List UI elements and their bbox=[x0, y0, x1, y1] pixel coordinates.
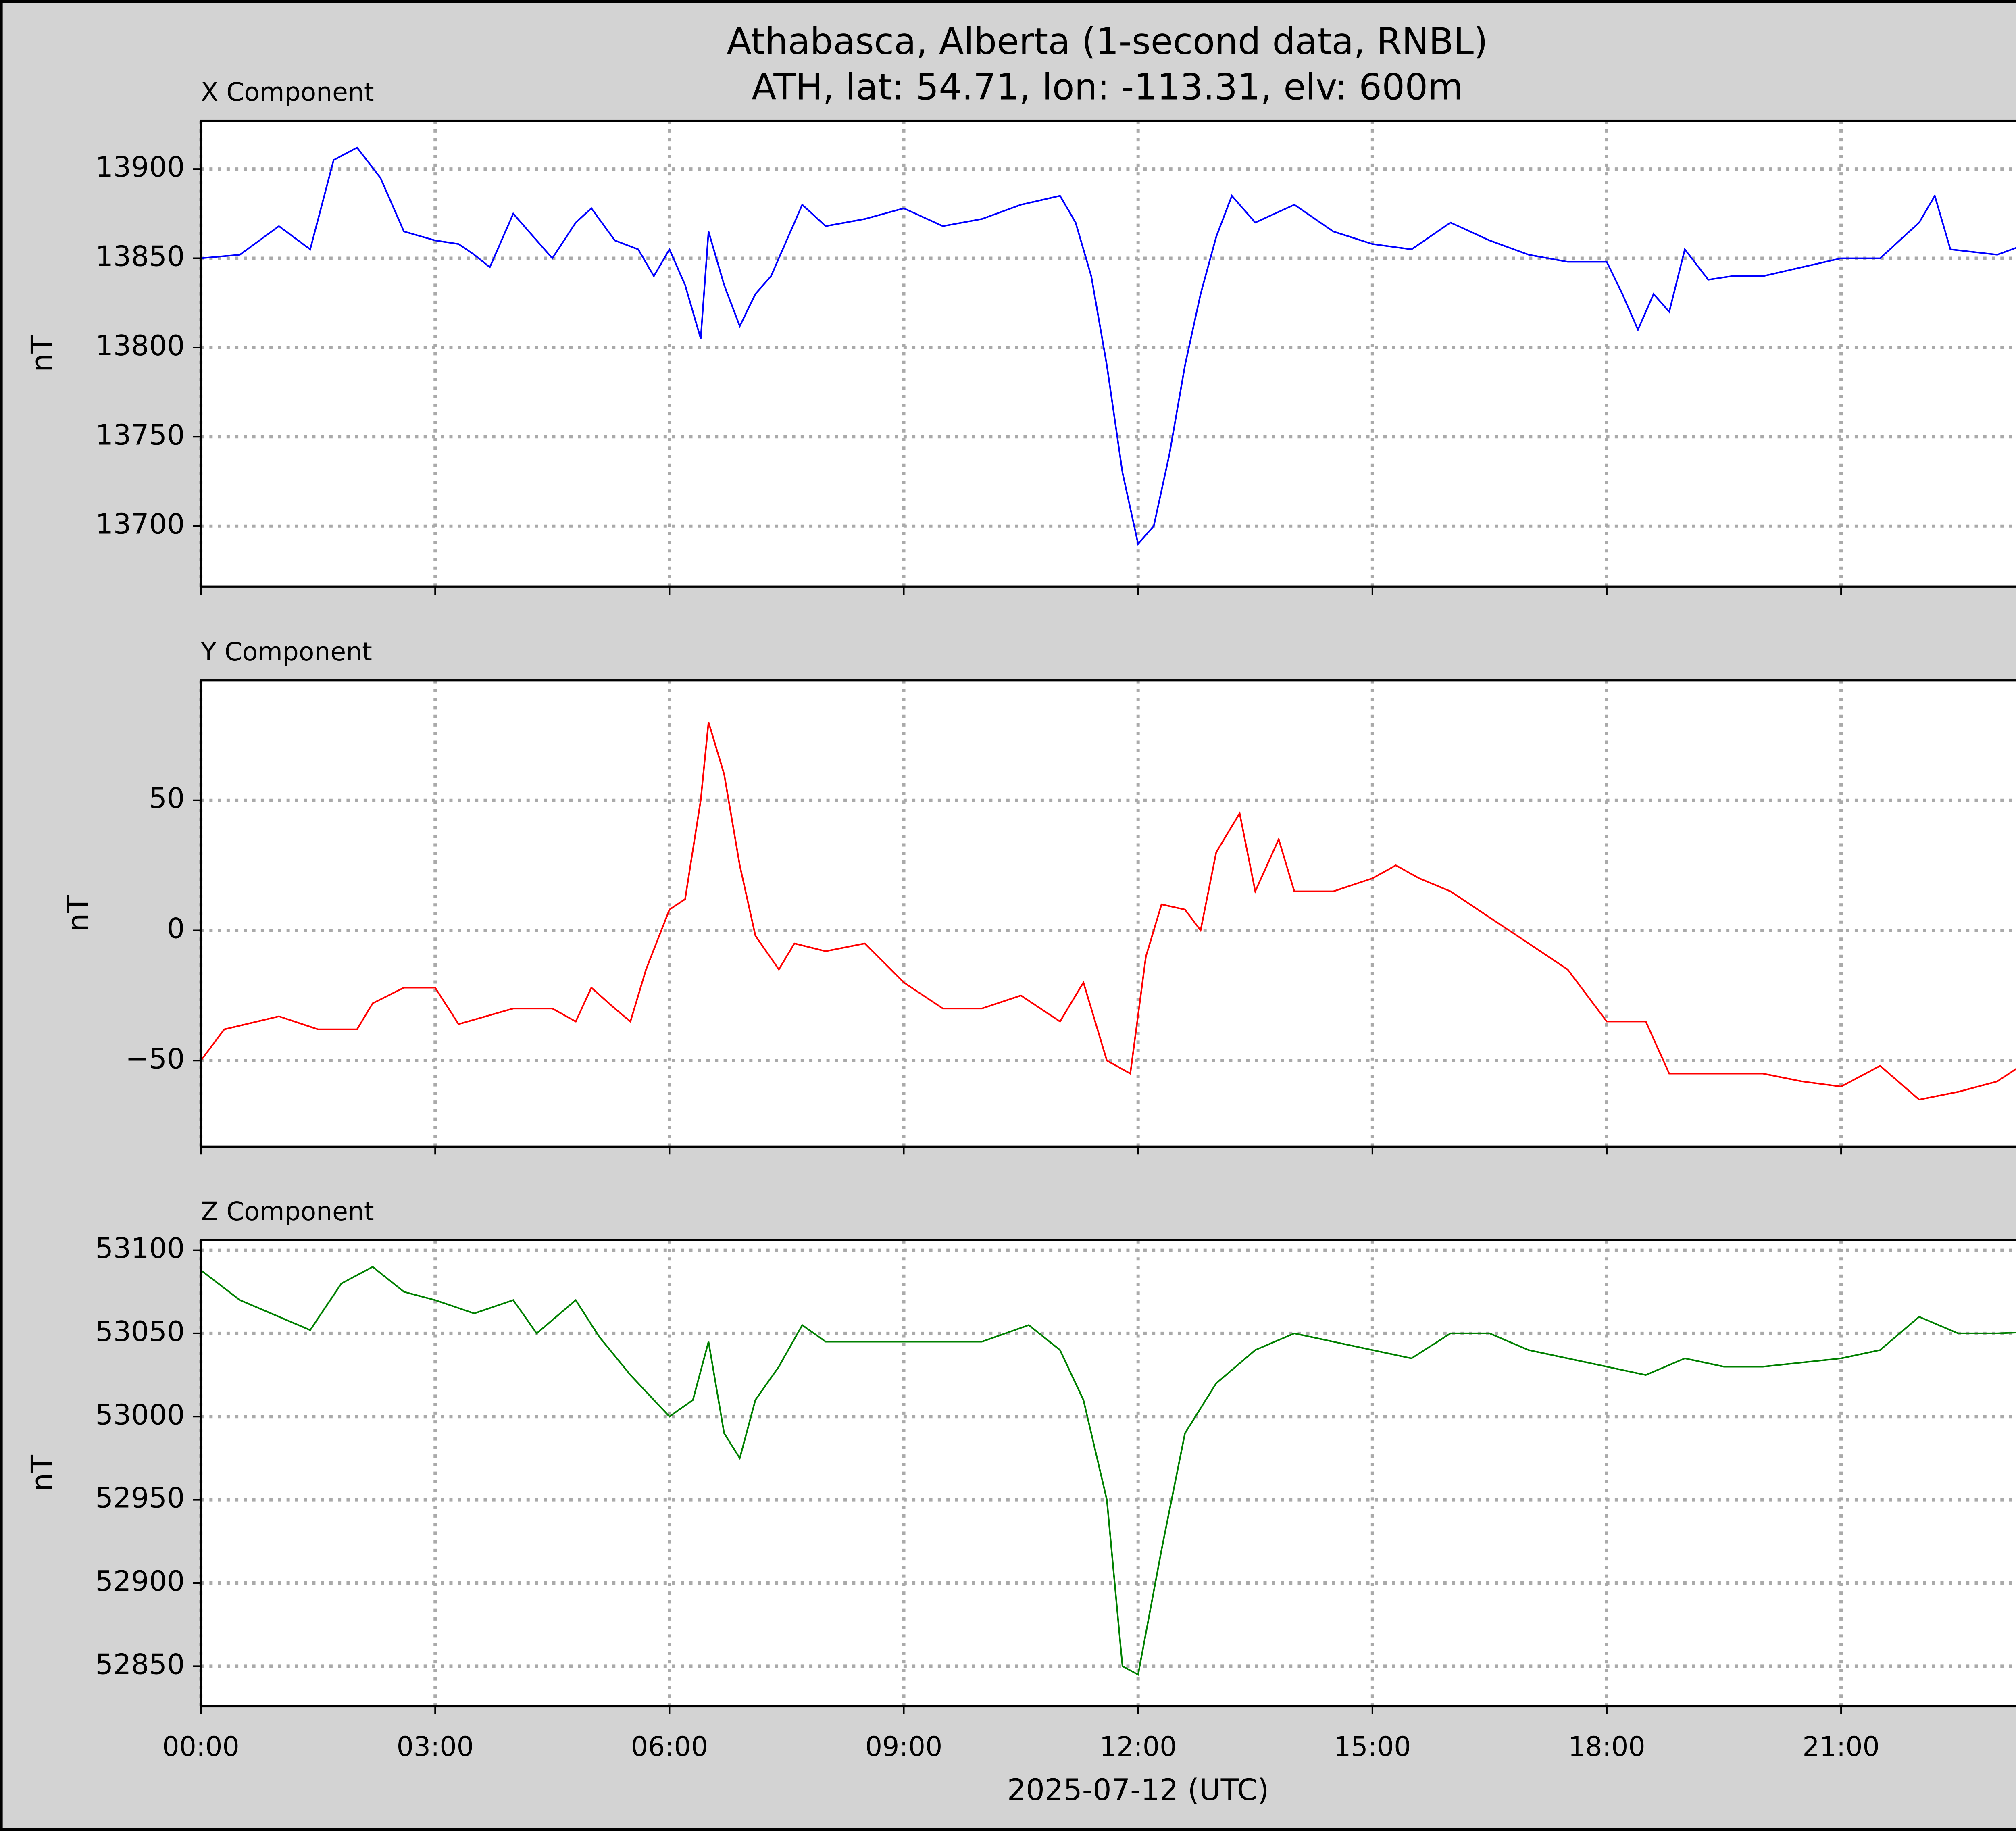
figure-title: Athabasca, Alberta (1-second data, RNBL) bbox=[727, 21, 1488, 63]
x-tick-label: 12:00 bbox=[1100, 1731, 1177, 1762]
x-tick-label: 06:00 bbox=[631, 1731, 708, 1762]
y-tick-label: 0 bbox=[167, 912, 185, 945]
x-tick-label: 09:00 bbox=[865, 1731, 942, 1762]
x-axis-label: 2025-07-12 (UTC) bbox=[1007, 1773, 1269, 1807]
x-tick-label: 18:00 bbox=[1568, 1731, 1645, 1762]
x-tick-label: 15:00 bbox=[1334, 1731, 1411, 1762]
data-line bbox=[200, 146, 2016, 546]
y-tick-label: 53050 bbox=[95, 1315, 185, 1348]
y-axis-label: nT bbox=[61, 895, 96, 932]
plot-area bbox=[201, 680, 2016, 1147]
panel-title: Z Component bbox=[201, 1196, 374, 1226]
plot-frame bbox=[200, 679, 2016, 1148]
y-tick-label: 13750 bbox=[95, 419, 185, 451]
y-tick-label: 13900 bbox=[95, 151, 185, 183]
x-tick-label: 03:00 bbox=[397, 1731, 474, 1762]
data-line bbox=[200, 722, 2016, 1101]
plot-frame bbox=[200, 119, 2016, 588]
plot-area bbox=[201, 1240, 2016, 1706]
y-tick-label: 50 bbox=[149, 782, 185, 815]
plot-area bbox=[201, 121, 2016, 587]
data-line bbox=[200, 1266, 2016, 1676]
y-tick-label: −50 bbox=[125, 1042, 185, 1075]
panel-title: X Component bbox=[201, 77, 374, 107]
y-axis-label: nT bbox=[25, 1455, 60, 1491]
y-tick-label: 53000 bbox=[95, 1398, 185, 1431]
plot-frame bbox=[200, 1239, 2016, 1708]
y-tick-label: 13700 bbox=[95, 508, 185, 541]
y-tick-label: 52900 bbox=[95, 1565, 185, 1598]
y-tick-label: 13850 bbox=[95, 240, 185, 273]
figure-subtitle: ATH, lat: 54.71, lon: -113.31, elv: 600m bbox=[752, 66, 1463, 108]
panel-title: Y Component bbox=[200, 637, 372, 667]
y-axis-label: nT bbox=[25, 335, 60, 372]
y-tick-label: 53100 bbox=[95, 1232, 185, 1265]
x-tick-label: 21:00 bbox=[1802, 1731, 1879, 1762]
y-tick-label: 52850 bbox=[95, 1648, 185, 1681]
x-tick-label: 00:00 bbox=[162, 1731, 239, 1762]
y-tick-label: 13800 bbox=[95, 329, 185, 362]
y-tick-label: 52950 bbox=[95, 1482, 185, 1514]
